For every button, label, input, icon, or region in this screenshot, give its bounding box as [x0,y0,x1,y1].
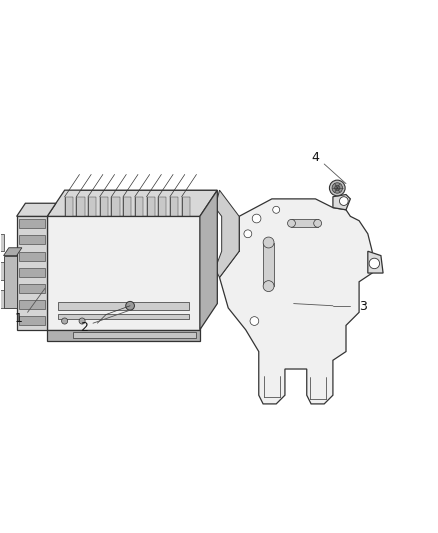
Bar [0,234,4,251]
Polygon shape [47,216,199,330]
Circle shape [252,214,260,223]
Polygon shape [111,197,119,216]
Text: 2: 2 [80,321,88,334]
Polygon shape [134,197,143,216]
Polygon shape [123,197,131,216]
Polygon shape [17,203,56,216]
Circle shape [272,206,279,213]
Circle shape [287,220,295,227]
Circle shape [61,318,67,324]
Circle shape [328,180,344,196]
Polygon shape [146,197,154,216]
Bar [58,302,188,310]
Circle shape [125,301,134,310]
Circle shape [79,318,85,324]
Polygon shape [215,190,239,277]
Circle shape [313,220,321,227]
Polygon shape [221,216,239,251]
Bar [19,236,45,244]
Bar [4,256,17,308]
Polygon shape [199,190,217,330]
Text: 3: 3 [359,300,367,313]
Bar [19,268,45,277]
Polygon shape [181,197,189,216]
Bar [291,220,317,227]
Polygon shape [332,195,350,210]
Text: 4: 4 [311,151,319,164]
Polygon shape [76,197,85,216]
Polygon shape [262,243,273,286]
Bar [19,252,45,261]
Circle shape [331,183,342,193]
Bar [58,313,188,319]
Polygon shape [64,197,73,216]
Bar [19,219,45,228]
Polygon shape [47,330,199,341]
Bar [19,317,45,325]
Circle shape [262,237,273,248]
Circle shape [244,230,251,238]
Polygon shape [4,248,22,256]
Bar [0,262,4,280]
Polygon shape [170,197,178,216]
Circle shape [339,197,347,205]
Polygon shape [367,251,382,273]
Polygon shape [88,197,96,216]
Bar [73,332,195,338]
Polygon shape [17,216,47,330]
Circle shape [250,317,258,325]
Polygon shape [219,199,371,404]
Bar [0,290,4,308]
Polygon shape [158,197,166,216]
Circle shape [262,281,273,292]
Polygon shape [47,190,217,216]
Bar [19,284,45,293]
Circle shape [368,258,379,269]
Bar [19,300,45,309]
Text: 1: 1 [15,312,23,325]
Circle shape [334,185,339,191]
Polygon shape [99,197,108,216]
